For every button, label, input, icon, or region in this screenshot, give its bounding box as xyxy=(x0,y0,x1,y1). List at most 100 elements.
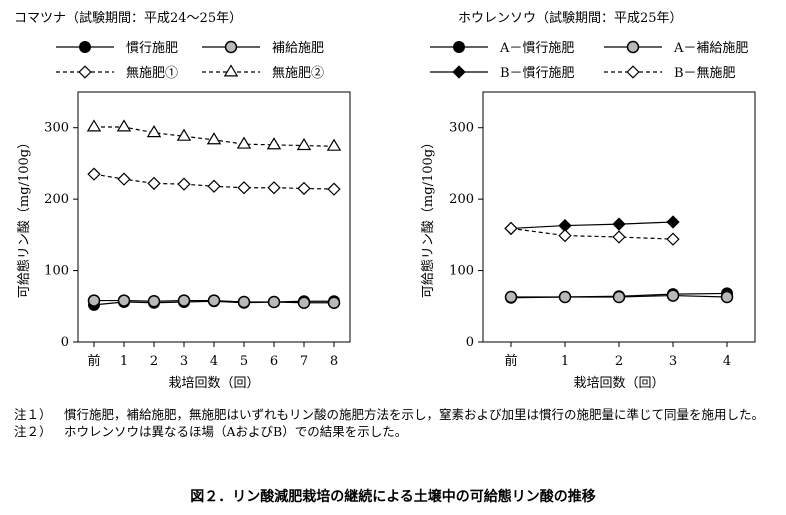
chart-komatsuna-data-point xyxy=(86,119,102,132)
chart-hourensou-xtick-label: 1 xyxy=(561,354,569,369)
chart-hourensou-legend-item: A－慣行施肥 xyxy=(430,40,574,56)
chart-hourensou-legend-marker xyxy=(452,65,466,79)
note-1-tag: 注１） xyxy=(14,407,52,422)
chart-hourensou-series-2 xyxy=(504,289,734,304)
chart-hourensou-series-line xyxy=(510,227,674,240)
chart-hourensou-series-line xyxy=(510,221,674,230)
chart-hourensou-data-point xyxy=(612,230,626,244)
chart-hourensou-data-point xyxy=(558,290,572,304)
chart-komatsuna-data-point xyxy=(296,137,312,151)
chart-hourensou-xlabel: 栽培回数（回） xyxy=(573,375,664,391)
note-2-tag: 注２） xyxy=(14,424,52,439)
chart-hourensou-data-point xyxy=(666,215,680,229)
chart-komatsuna-series-4 xyxy=(86,119,342,151)
chart-hourensou-legend-label: B－慣行施肥 xyxy=(500,65,575,81)
chart-komatsuna-legend-marker xyxy=(224,40,238,54)
chart-komatsuna-data-point xyxy=(146,125,162,138)
chart-hourensou-xtick-label: 前 xyxy=(504,353,517,369)
note-1: 注１） 慣行施肥，補給施肥，無施肥はいずれもリン酸の施肥方法を示し，窒素および加… xyxy=(14,406,784,423)
chart-komatsuna-xtick-label: 3 xyxy=(180,354,188,369)
chart-hourensou-ylabel: 可給態リン酸（mg/100g） xyxy=(420,136,436,298)
chart-komatsuna-ytick-label: 300 xyxy=(44,121,69,136)
chart-hourensou-legend-label: A－補給施肥 xyxy=(673,41,748,56)
chart-komatsuna-data-point xyxy=(326,138,342,151)
chart-komatsuna-data-point xyxy=(207,294,221,307)
chart-komatsuna-data-point xyxy=(117,172,131,186)
chart-komatsuna-data-point xyxy=(266,137,282,150)
chart-komatsuna-legend-marker xyxy=(223,64,239,77)
chart-hourensou-legend-marker xyxy=(626,65,640,79)
chart-komatsuna-series-2 xyxy=(87,294,341,309)
chart-hourensou-legend-label: A－慣行施肥 xyxy=(499,40,574,56)
chart-komatsuna-data-point xyxy=(87,167,101,181)
chart-hourensou-series-4 xyxy=(504,221,680,246)
chart-hourensou-ytick-label: 300 xyxy=(449,121,474,136)
chart-hourensou-ytick-label: 0 xyxy=(466,335,474,350)
chart-komatsuna-data-point xyxy=(267,181,281,195)
chart-komatsuna-ytick-label: 200 xyxy=(44,192,69,207)
chart-hourensou-title: ホウレンソウ（試験期間：平成25年） xyxy=(458,10,683,26)
chart-hourensou-series-3 xyxy=(504,215,680,236)
chart-komatsuna-xtick-label: 6 xyxy=(270,354,278,369)
chart-komatsuna-series-3 xyxy=(87,167,341,196)
chart-komatsuna-data-point xyxy=(177,177,191,191)
note-1-text: 慣行施肥，補給施肥，無施肥はいずれもリン酸の施肥方法を示し，窒素および加里は慣行… xyxy=(64,407,765,422)
chart-komatsuna-data-point xyxy=(206,132,222,145)
chart-hourensou-frame xyxy=(482,91,756,343)
chart-komatsuna-legend-marker xyxy=(78,65,92,79)
chart-komatsuna-data-point xyxy=(116,119,132,132)
chart-komatsuna-data-point xyxy=(297,296,311,309)
chart-hourensou-data-point xyxy=(612,217,626,231)
chart-komatsuna-legend-item: 慣行施肥 xyxy=(56,40,178,56)
chart-hourensou-ytick-label: 200 xyxy=(449,192,474,207)
notes: 注１） 慣行施肥，補給施肥，無施肥はいずれもリン酸の施肥方法を示し，窒素および加… xyxy=(14,406,784,440)
chart-komatsuna-legend-item: 無施肥② xyxy=(202,64,324,81)
chart-komatsuna-data-point xyxy=(147,295,161,308)
chart-komatsuna-legend-marker xyxy=(79,41,91,53)
chart-komatsuna-data-point xyxy=(236,136,252,149)
chart-komatsuna-legend-label: 無施肥② xyxy=(272,66,324,81)
chart-komatsuna-data-point xyxy=(117,294,131,307)
chart-hourensou-legend-item: B－無施肥 xyxy=(604,65,736,81)
chart-komatsuna-xtick-label: 4 xyxy=(210,354,218,369)
chart-hourensou-ytick-label: 100 xyxy=(449,264,474,279)
chart-komatsuna-data-point xyxy=(87,294,101,307)
chart-komatsuna-xtick-label: 5 xyxy=(240,354,248,369)
chart-hourensou-data-point xyxy=(666,232,680,246)
chart-hourensou-data-point xyxy=(612,290,626,304)
chart-hourensou-legend-label: B－無施肥 xyxy=(674,66,736,81)
chart-komatsuna-xtick-label: 前 xyxy=(87,353,100,369)
chart-komatsuna-xtick-label: 2 xyxy=(150,354,158,369)
chart-hourensou-data-point xyxy=(666,289,680,302)
chart-komatsuna-data-point xyxy=(147,176,161,191)
chart-komatsuna-ytick-label: 0 xyxy=(61,335,69,350)
chart-komatsuna-xtick-label: 7 xyxy=(300,354,308,369)
figure-caption: 図２．リン酸減肥栽培の継続による土壌中の可給態リン酸の推移 xyxy=(190,489,596,505)
chart-hourensou-legend-marker xyxy=(626,40,640,54)
chart-hourensou-legend-marker xyxy=(453,41,465,53)
chart-hourensou-data-point xyxy=(720,290,734,304)
chart-hourensou-legend-item: B－慣行施肥 xyxy=(430,65,575,81)
chart-hourensou-xtick-label: 4 xyxy=(723,354,731,369)
chart-hourensou-legend-item: A－補給施肥 xyxy=(604,40,748,56)
chart-komatsuna-xlabel: 栽培回数（回） xyxy=(168,375,259,391)
chart-komatsuna-data-point xyxy=(327,182,341,196)
chart-hourensou-xtick-label: 2 xyxy=(615,354,623,369)
chart-komatsuna-title: コマツナ（試験期間：平成24～25年） xyxy=(14,10,242,26)
chart-komatsuna-data-point xyxy=(267,295,281,309)
chart-komatsuna-data-point xyxy=(297,181,311,196)
chart-komatsuna-legend-label: 補給施肥 xyxy=(272,41,324,56)
chart-komatsuna-ylabel: 可給態リン酸（mg/100g） xyxy=(16,136,32,298)
chart-komatsuna-data-point xyxy=(237,181,251,195)
chart-hourensou-data-point xyxy=(504,221,518,236)
chart-komatsuna-legend-item: 補給施肥 xyxy=(202,40,324,56)
chart-komatsuna-ytick-label: 100 xyxy=(44,264,69,279)
chart-komatsuna-xtick-label: 1 xyxy=(120,354,128,369)
chart-hourensou-xtick-label: 3 xyxy=(669,354,677,369)
chart-komatsuna-data-point xyxy=(327,296,341,309)
chart-komatsuna-xtick-label: 8 xyxy=(330,354,338,369)
note-2: 注２） ホウレンソウは異なるほ場（AおよびB）での結果を示した。 xyxy=(14,423,784,440)
chart-komatsuna-data-point xyxy=(207,179,221,193)
